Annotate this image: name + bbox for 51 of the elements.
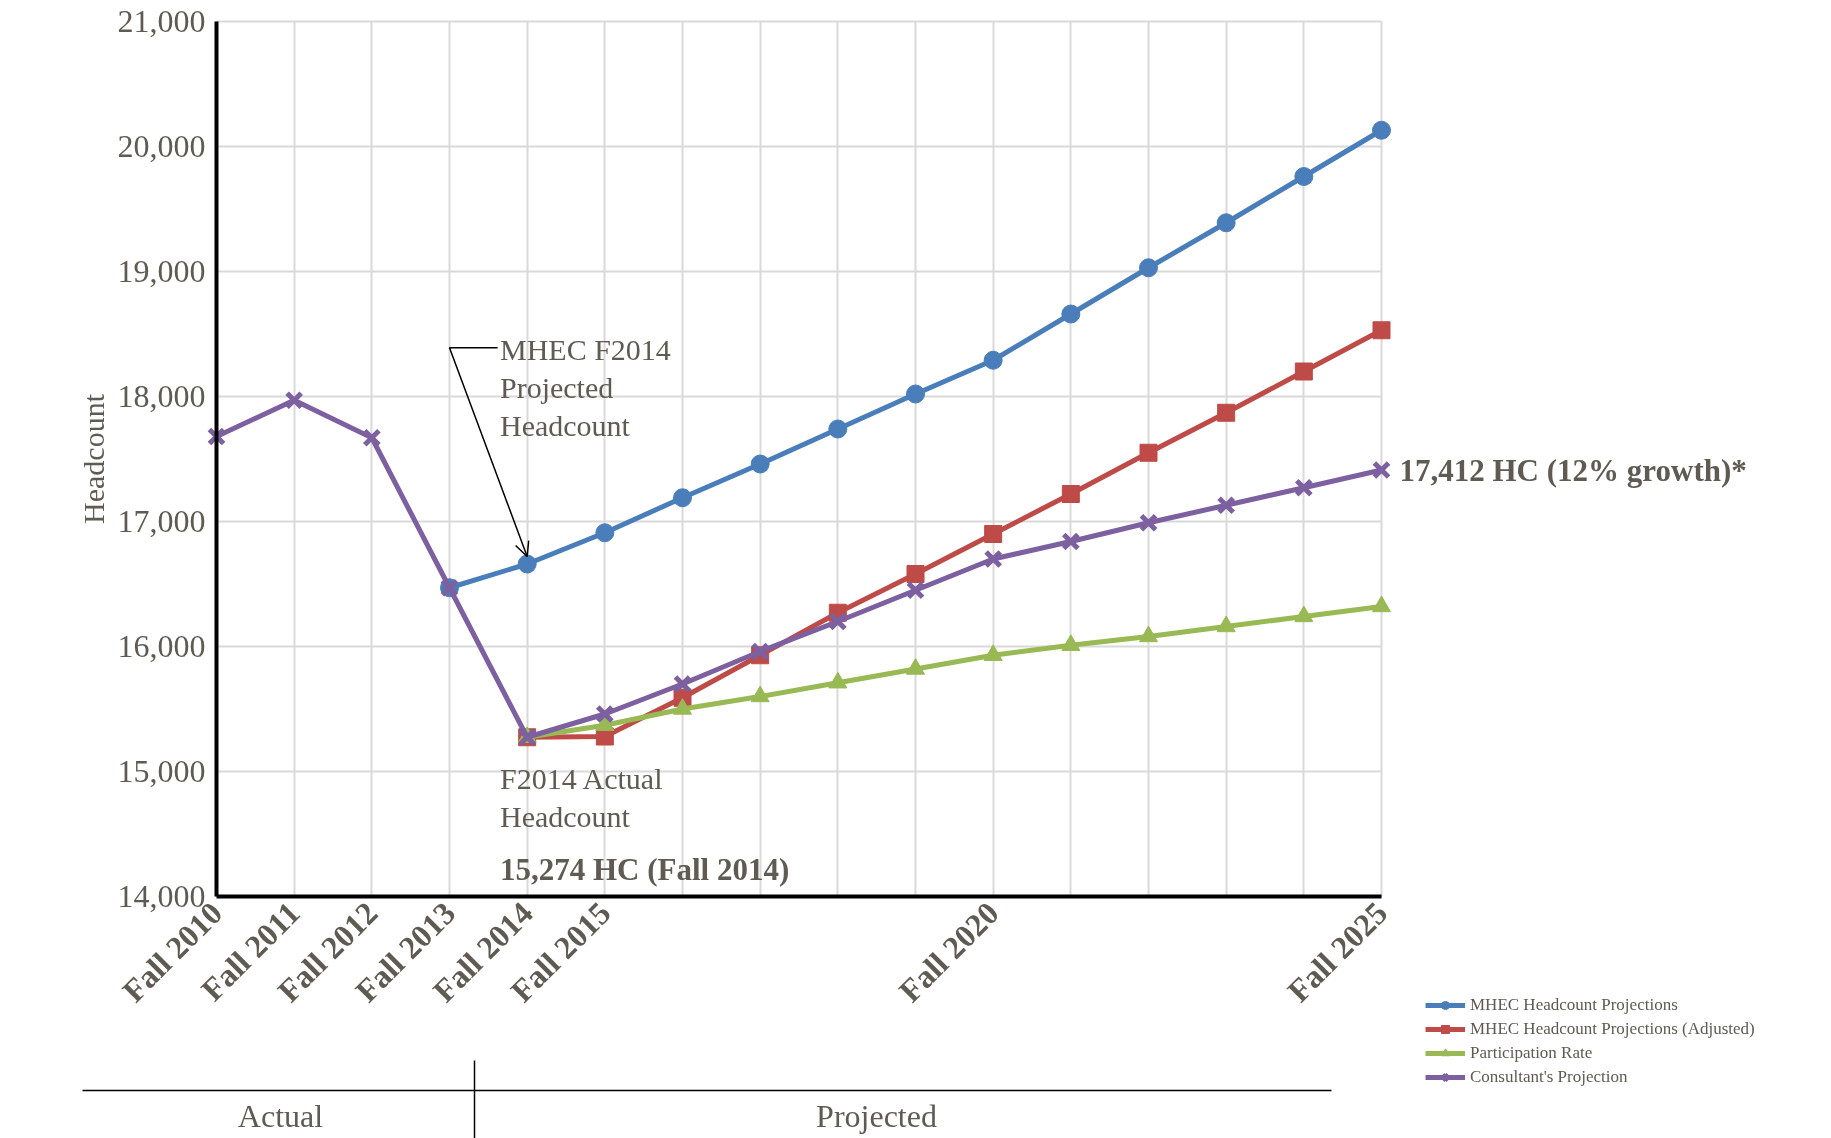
point xyxy=(1294,478,1314,498)
point xyxy=(1294,167,1314,186)
point xyxy=(1372,120,1391,140)
y-tick-label: 16,000 xyxy=(117,628,206,664)
annotation: MHEC F2014 Projected Headcount xyxy=(499,332,671,442)
point xyxy=(906,384,925,404)
legend-label: Participation Rate xyxy=(1470,1042,1593,1064)
point xyxy=(673,488,692,508)
point xyxy=(362,428,382,448)
point xyxy=(517,554,537,574)
point xyxy=(750,641,770,662)
point xyxy=(1294,362,1313,381)
point xyxy=(1061,485,1080,503)
point xyxy=(828,611,848,632)
text: Actual xyxy=(237,1097,324,1134)
point xyxy=(983,549,1003,569)
annotation: 17,412 HC (12% growth)* xyxy=(1399,452,1747,488)
point xyxy=(595,704,615,724)
point xyxy=(1372,321,1391,340)
legend-label: MHEC Headcount Projections (Adjusted) xyxy=(1470,1018,1755,1040)
point xyxy=(1138,513,1159,533)
point xyxy=(984,525,1003,543)
point xyxy=(672,674,693,694)
point xyxy=(906,565,925,583)
point xyxy=(206,426,227,447)
y-tick-label: 17,000 xyxy=(117,503,206,539)
annotation: F2014 Actual Headcount xyxy=(499,762,663,834)
point xyxy=(1371,460,1392,480)
legend-label: MHEC Headcount Projections xyxy=(1470,994,1678,1016)
point xyxy=(828,419,848,439)
point xyxy=(1217,403,1236,422)
y-axis-title: Headcount xyxy=(76,393,110,524)
y-tick-label: 19,000 xyxy=(117,253,206,289)
text: Projected xyxy=(816,1097,937,1134)
y-tick-label: 21,000 xyxy=(117,3,206,39)
point xyxy=(284,390,304,410)
point xyxy=(1061,531,1081,552)
point xyxy=(750,454,770,474)
legend-label: Consultant's Projection xyxy=(1470,1066,1628,1088)
point xyxy=(905,580,926,600)
point xyxy=(1061,304,1081,324)
y-tick-label: 18,000 xyxy=(117,378,206,414)
point xyxy=(1216,495,1236,515)
y-tick-label: 15,000 xyxy=(117,753,206,789)
point xyxy=(1216,213,1236,233)
annotation: 15,274 HC (Fall 2014) xyxy=(499,851,790,887)
y-tick-label: 20,000 xyxy=(117,128,206,164)
point xyxy=(983,350,1003,370)
point xyxy=(595,523,615,543)
point xyxy=(1139,443,1158,462)
point xyxy=(1139,258,1158,278)
